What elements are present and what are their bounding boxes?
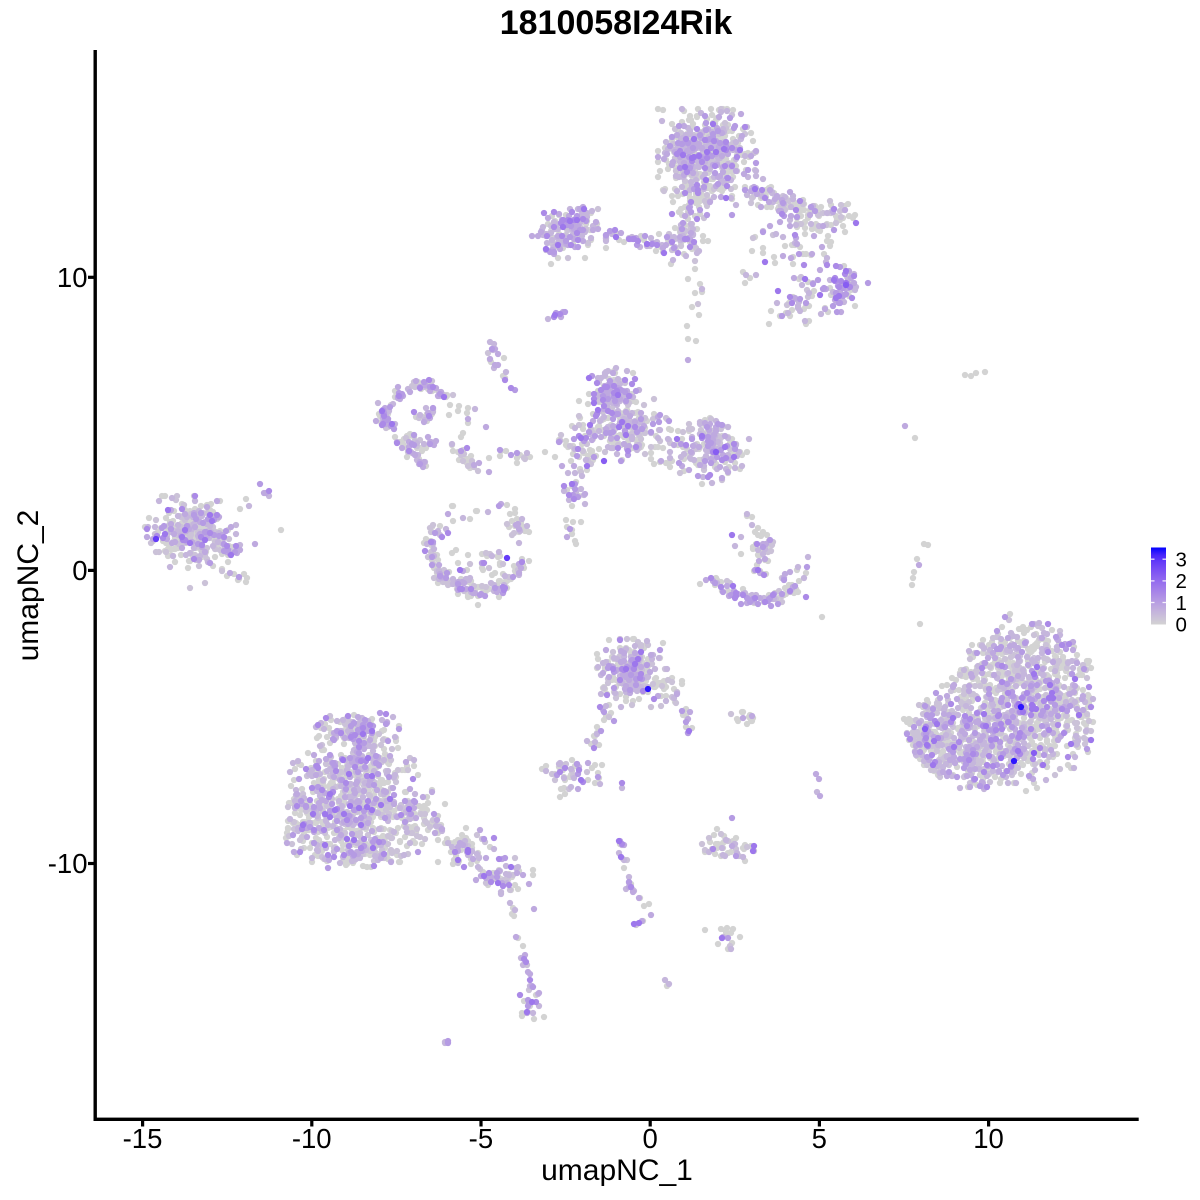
svg-text:-5: -5 bbox=[469, 1123, 493, 1154]
svg-text:10: 10 bbox=[57, 262, 88, 293]
svg-text:3: 3 bbox=[1176, 549, 1187, 572]
svg-text:umapNC_1: umapNC_1 bbox=[541, 1154, 693, 1187]
svg-text:0: 0 bbox=[72, 555, 87, 586]
svg-text:umapNC_2: umapNC_2 bbox=[12, 510, 45, 662]
svg-text:10: 10 bbox=[973, 1123, 1004, 1154]
svg-text:5: 5 bbox=[812, 1123, 827, 1154]
svg-text:0: 0 bbox=[642, 1123, 657, 1154]
svg-text:1: 1 bbox=[1176, 592, 1187, 615]
svg-text:0: 0 bbox=[1176, 614, 1187, 637]
svg-text:-15: -15 bbox=[123, 1123, 163, 1154]
svg-text:2: 2 bbox=[1176, 570, 1187, 593]
svg-text:1810058I24Rik: 1810058I24Rik bbox=[500, 4, 733, 42]
svg-text:-10: -10 bbox=[292, 1123, 332, 1154]
svg-text:-10: -10 bbox=[48, 848, 88, 879]
